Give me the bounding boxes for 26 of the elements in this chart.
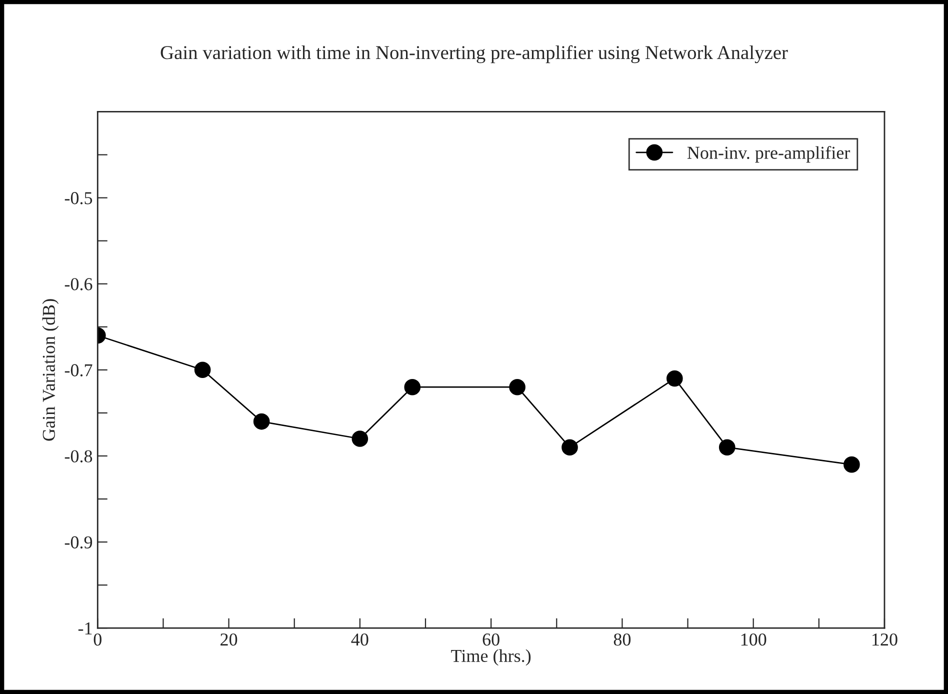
x-tick-label: 120 <box>872 633 898 646</box>
y-tick-label: -0.7 <box>64 364 92 376</box>
point <box>666 370 683 387</box>
point <box>253 413 270 430</box>
chart-title: Gain variation with time in Non-inverting pre-amplifier using Network Analyzer <box>160 45 788 64</box>
y-tick-label: -0.8 <box>64 450 92 462</box>
x-tick-label: 0 <box>94 633 102 646</box>
legend-label: Non-inv. pre-amplifier <box>687 146 850 163</box>
y-tick-label: -0.6 <box>64 278 92 290</box>
point <box>562 439 578 456</box>
point <box>844 456 860 473</box>
x-tick-label: 100 <box>741 633 766 646</box>
y-tick-label: -0.9 <box>64 536 92 549</box>
point <box>194 362 211 378</box>
x-tick-label: 20 <box>220 633 238 646</box>
point <box>404 378 421 396</box>
point <box>509 378 526 396</box>
point <box>352 430 368 447</box>
x-tick-label: 40 <box>351 633 368 646</box>
y-axis-title: Gain Variation (dB) <box>42 299 59 441</box>
point <box>718 439 736 456</box>
y-tick-label: -0.5 <box>64 192 92 204</box>
x-tick-label: 60 <box>482 633 500 646</box>
y-tick-label: -1 <box>78 622 92 634</box>
x-axis-title: Time (hrs.) <box>451 649 531 666</box>
x-tick-label: 80 <box>614 633 631 646</box>
